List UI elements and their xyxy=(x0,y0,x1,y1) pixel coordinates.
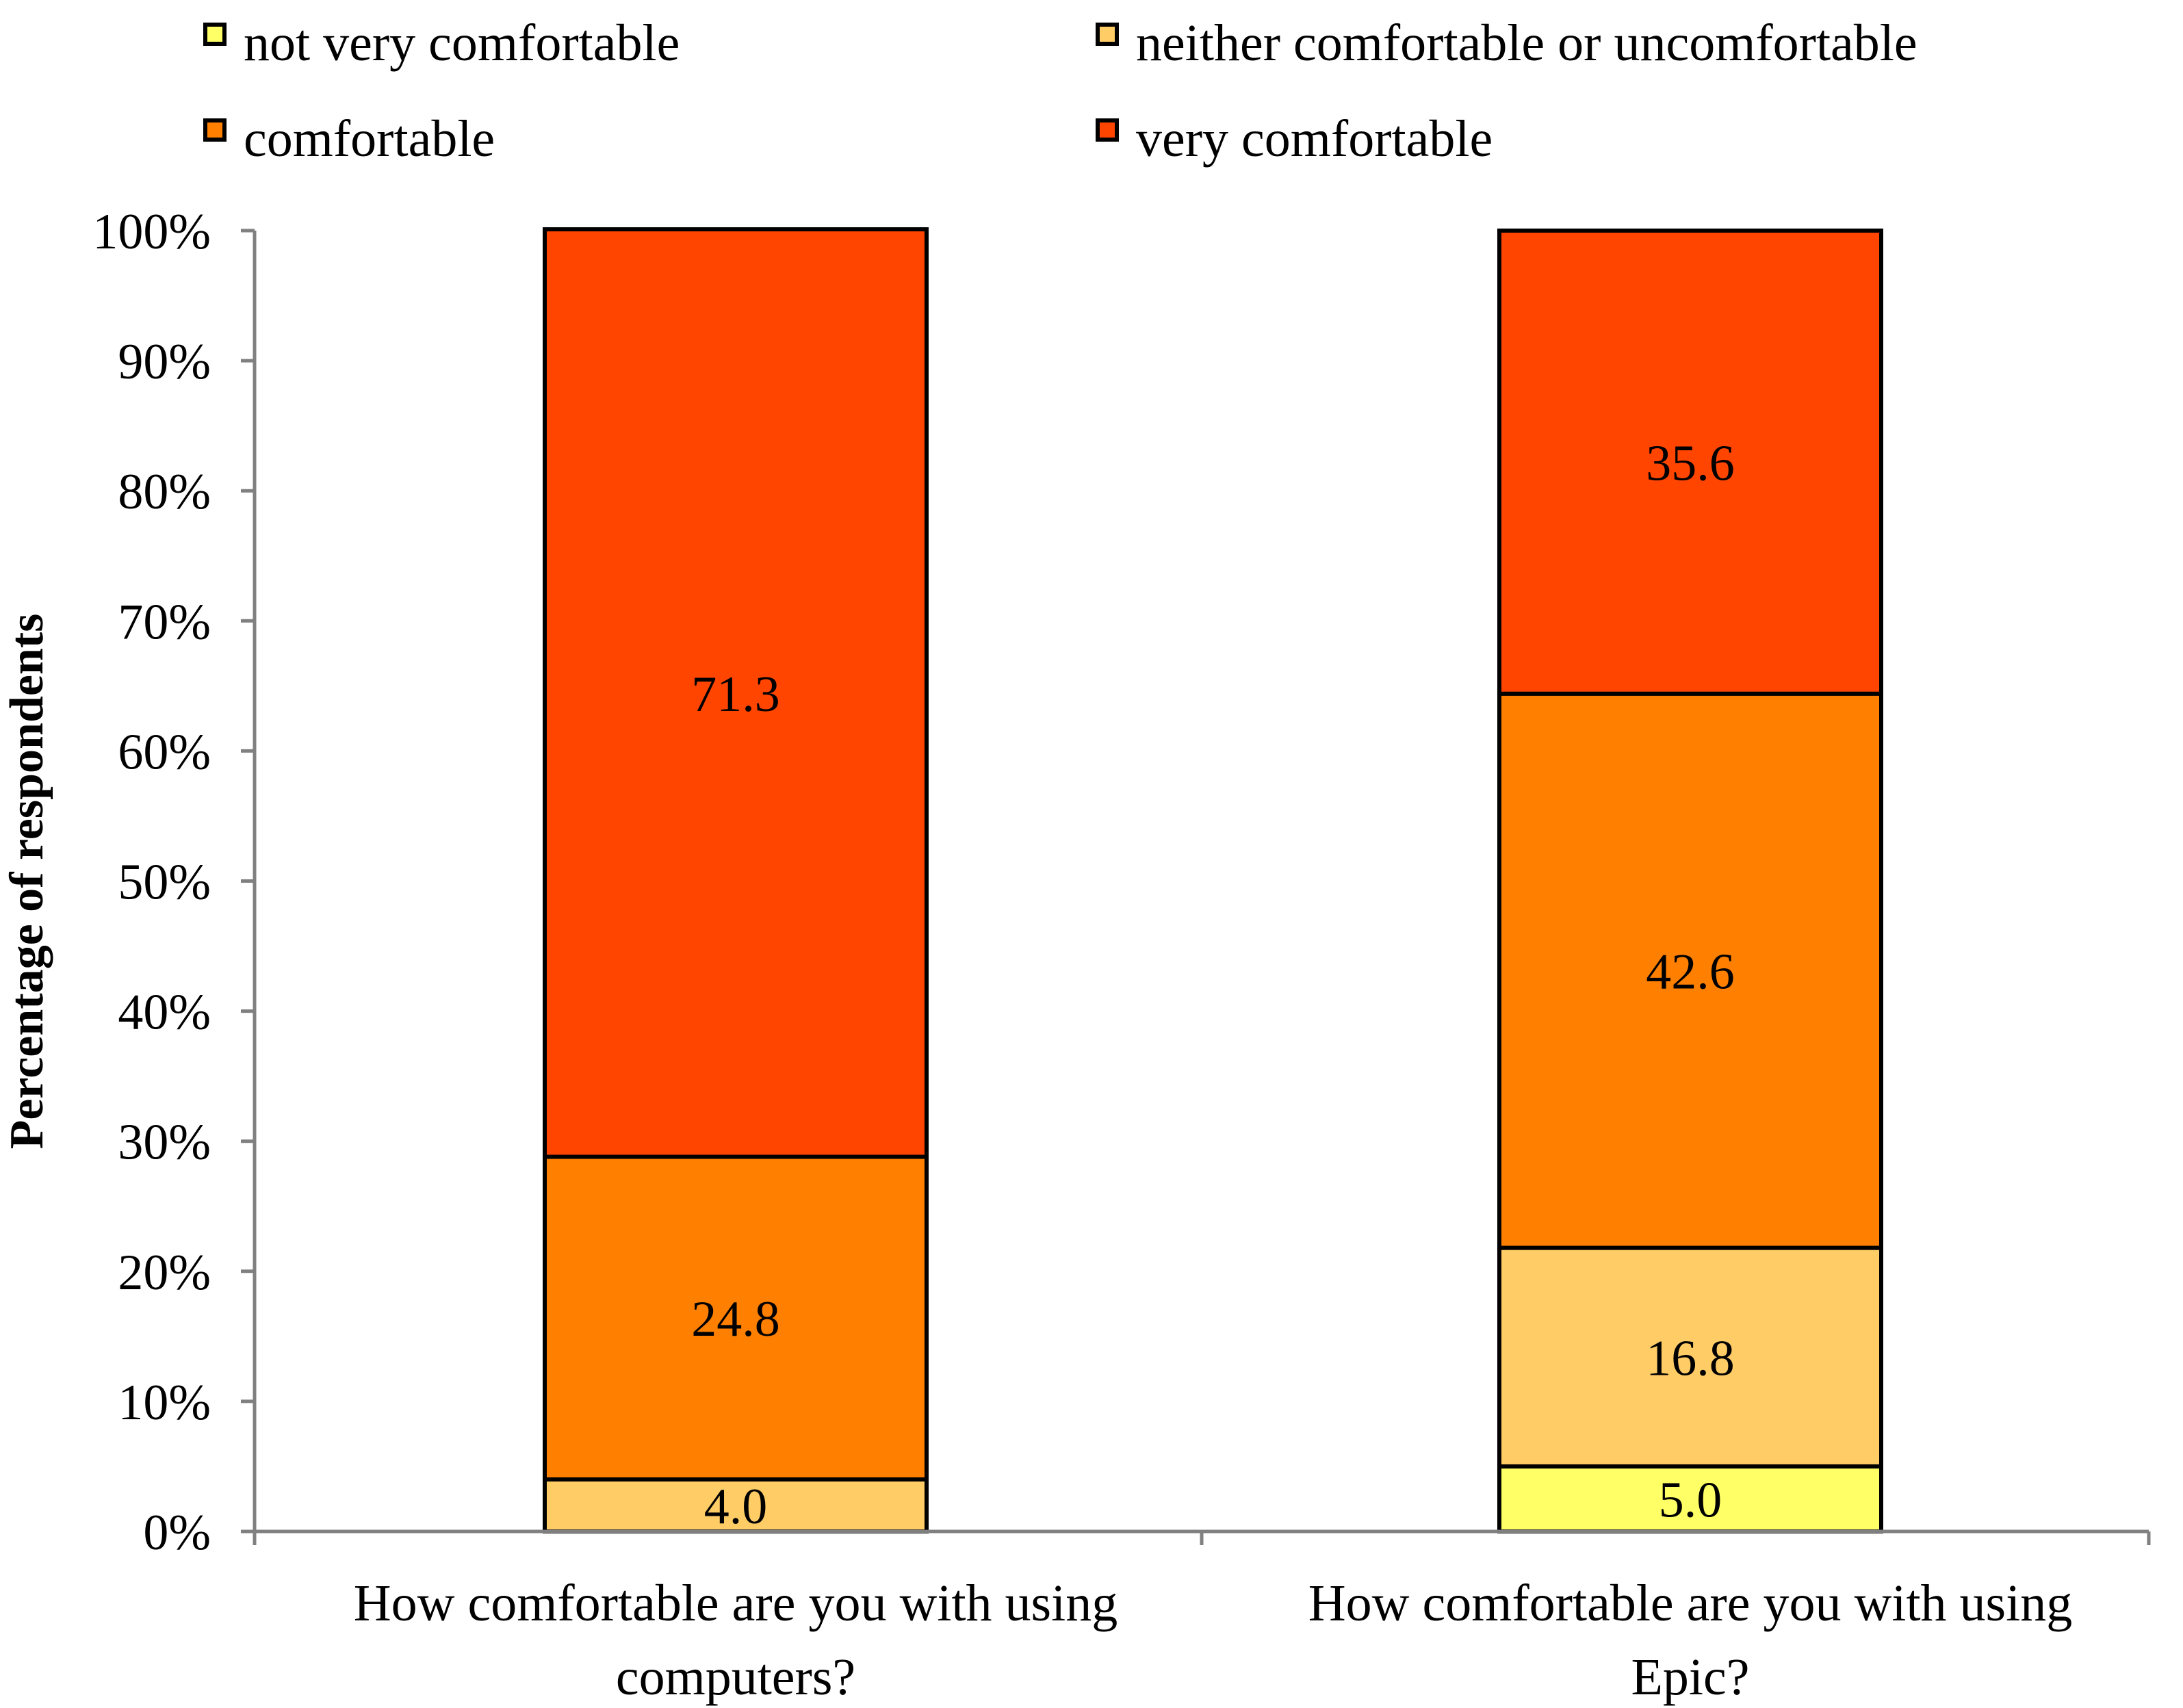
legend-label-0: not very comfortable xyxy=(244,14,680,72)
bar-segment-c1-s1 xyxy=(1497,1245,1883,1468)
bar-segment-c1-s2 xyxy=(1497,691,1883,1250)
data-label-c1-s3: 35.6 xyxy=(1646,435,1735,491)
data-label-c1-s1: 16.8 xyxy=(1646,1330,1735,1386)
data-label-c0-s2: 24.8 xyxy=(691,1291,780,1347)
y-tick-label-2: 20% xyxy=(118,1245,211,1301)
y-tick-label-8: 80% xyxy=(118,464,211,520)
y-axis: 0% 10% 20% 30% 40% 50% 60% 70% 80% 90% 100% xyxy=(92,204,257,1561)
data-label-c0-s1: 4.0 xyxy=(704,1479,768,1535)
y-tick-label-10: 100% xyxy=(92,204,211,260)
bars: 4.0 24.8 71.3 5.0 16.8 42.6 35.6 xyxy=(543,227,1883,1535)
y-tick-label-3: 30% xyxy=(118,1115,211,1171)
legend: not very comfortable neither comfortable … xyxy=(203,14,1917,168)
y-tick-label-0: 0% xyxy=(143,1505,211,1561)
legend-label-2: comfortable xyxy=(244,110,495,168)
bar-segment-c1-s3 xyxy=(1497,229,1883,696)
legend-label-1: neither comfortable or uncomfortable xyxy=(1136,14,1917,72)
y-tick-label-6: 60% xyxy=(118,724,211,780)
y-tick-label-5: 50% xyxy=(118,855,211,911)
data-label-c1-s0: 5.0 xyxy=(1659,1472,1722,1528)
legend-swatch-2 xyxy=(203,118,227,142)
bar-segment-c0-s3 xyxy=(543,227,929,1159)
legend-label-3: very comfortable xyxy=(1136,110,1493,168)
y-axis-label: Percentage of respondents xyxy=(1,614,53,1150)
category-label-1-line-1: Epic? xyxy=(1631,1648,1749,1706)
legend-swatch-0 xyxy=(203,23,227,46)
y-tick-label-7: 70% xyxy=(118,594,211,650)
data-label-c0-s3: 71.3 xyxy=(691,667,780,723)
category-label-1-line-0: How comfortable are you with using xyxy=(1308,1575,2073,1632)
bar-segment-c0-s1 xyxy=(543,1477,929,1534)
y-tick-label-4: 40% xyxy=(118,985,211,1041)
legend-swatch-1 xyxy=(1096,23,1119,46)
category-label-0-line-1: computers? xyxy=(616,1648,855,1706)
legend-swatch-3 xyxy=(1096,118,1119,142)
data-label-c1-s2: 42.6 xyxy=(1646,944,1735,1000)
category-label-0-line-0: How comfortable are you with using xyxy=(354,1575,1118,1632)
x-axis: How comfortable are you with using comput… xyxy=(241,1529,2151,1706)
y-tick-label-1: 10% xyxy=(118,1375,211,1431)
y-tick-label-9: 90% xyxy=(118,334,211,390)
